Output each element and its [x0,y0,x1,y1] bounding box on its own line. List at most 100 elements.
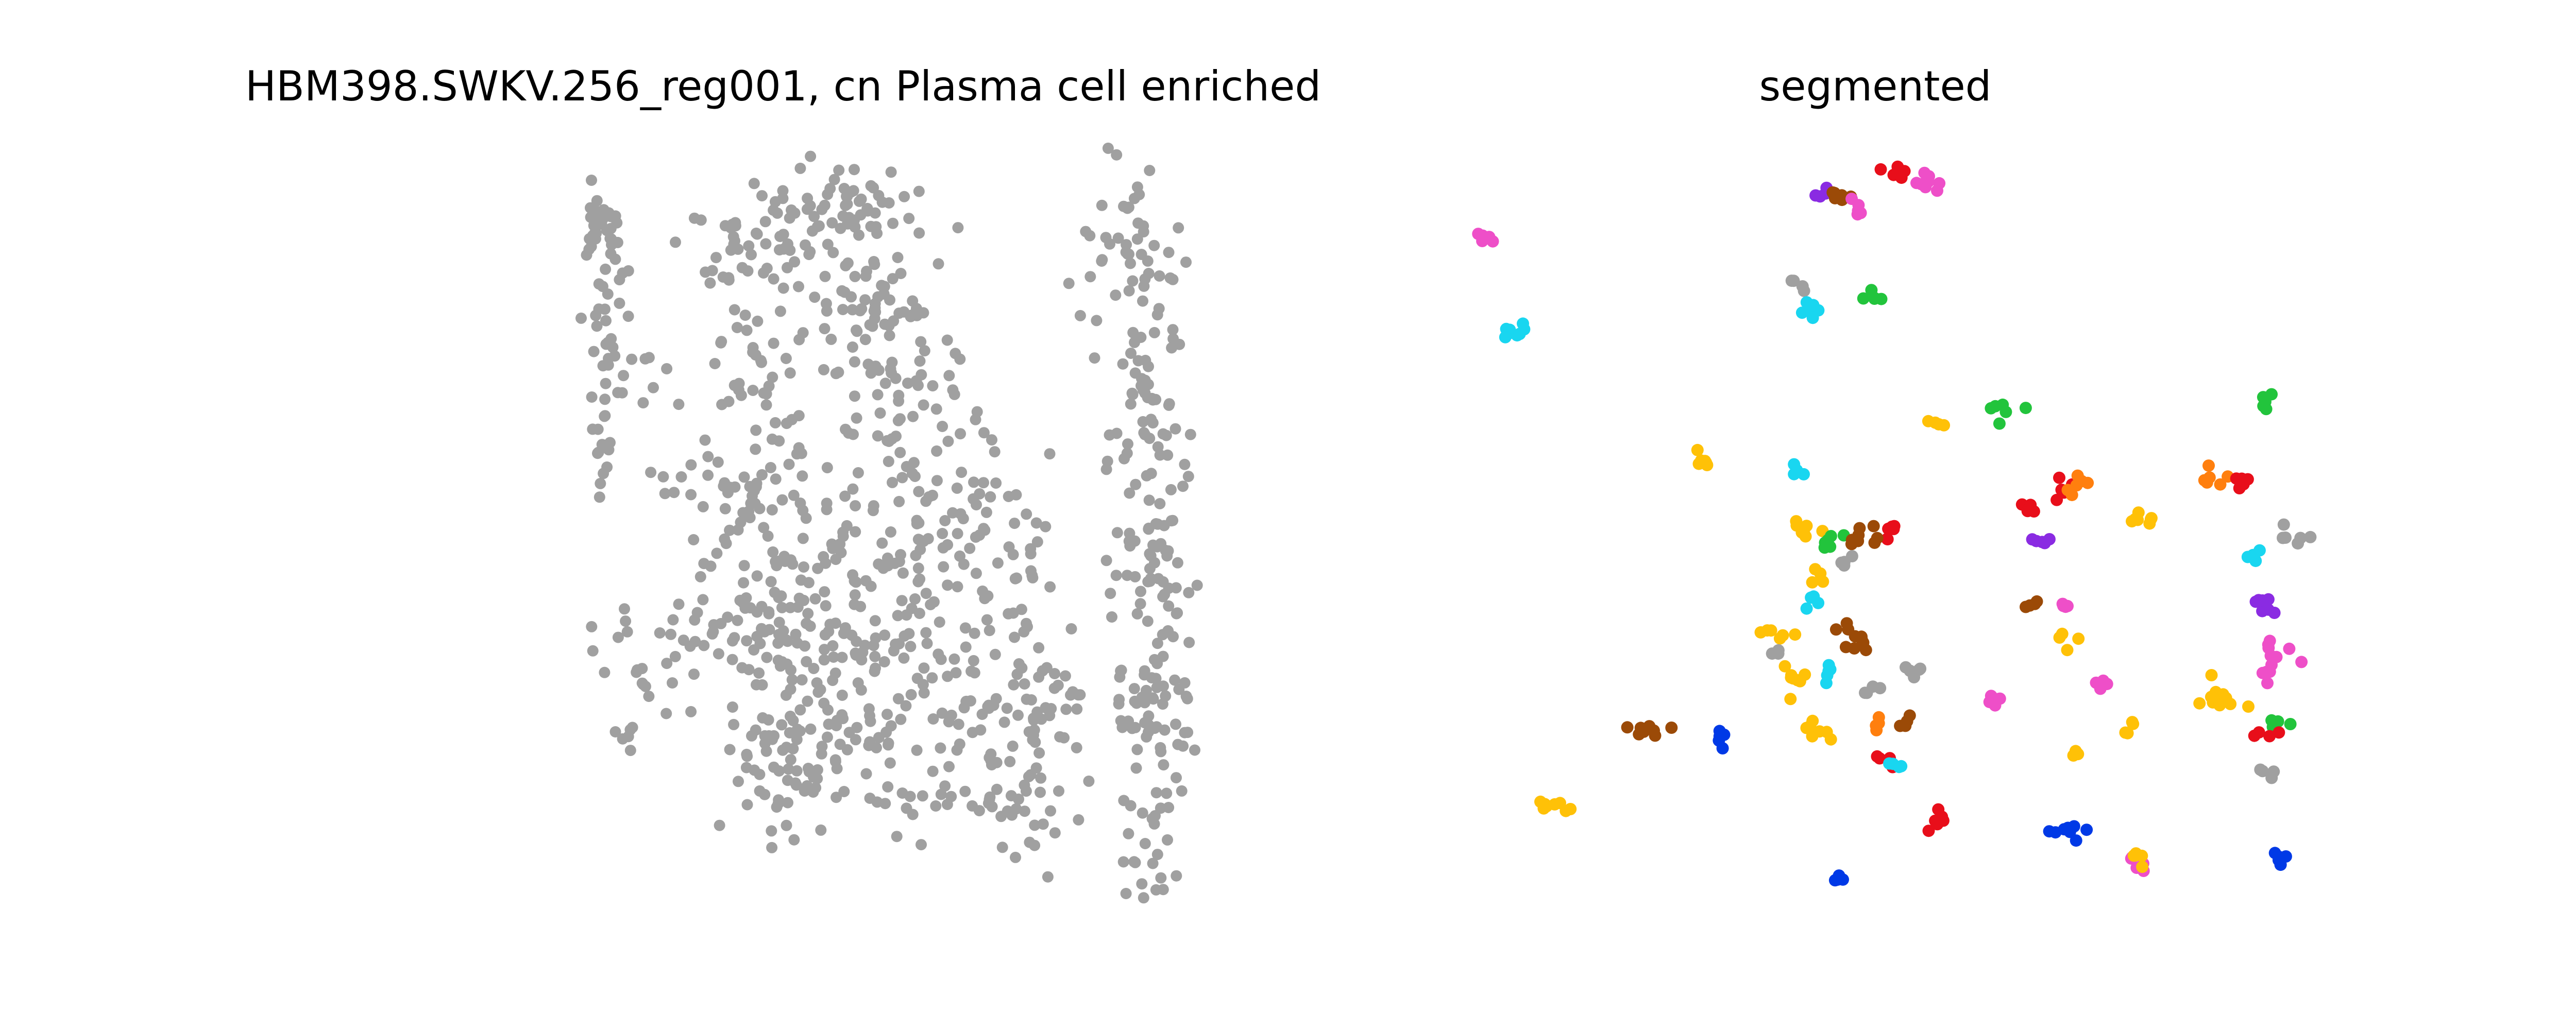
scatter-point [909,471,921,482]
scatter-point [974,488,986,500]
scatter-point [819,270,831,282]
scatter-point [1936,810,1948,823]
scatter-point [1154,498,1166,509]
scatter-point [1984,695,1996,708]
scatter-point [998,716,1010,728]
scatter-point [893,395,905,407]
scatter-point [670,236,681,248]
scatter-point [706,265,718,277]
scatter-point [985,748,997,760]
scatter-point [575,312,587,324]
scatter-point [839,622,851,634]
scatter-point [706,628,718,640]
scatter-point [1835,556,1848,569]
scatter-point [2260,403,2273,416]
scatter-point [711,547,723,559]
scatter-point [942,435,954,447]
scatter-point [822,238,834,250]
scatter-point [1151,309,1163,321]
scatter-point [1154,270,1165,282]
scatter-point [1042,871,1054,883]
scatter-point [821,462,833,474]
scatter-point [926,672,938,684]
scatter-point [801,656,812,667]
scatter-point [592,448,603,459]
scatter-point [936,707,948,719]
scatter-point [811,677,823,689]
scatter-point [784,367,796,379]
scatter-point [935,654,947,665]
scatter-point [1135,332,1147,343]
scatter-point [892,693,904,705]
scatter-point [1019,805,1030,817]
scatter-point [1162,449,1174,461]
scatter-point [794,162,806,174]
scatter-point [1182,727,1194,739]
scatter-point [1035,786,1046,798]
scatter-point [1054,731,1066,743]
scatter-point [906,603,918,614]
scatter-point [702,451,714,462]
scatter-point [1027,572,1039,583]
scatter-point [1159,724,1171,736]
scatter-point [2070,479,2083,492]
scatter-point [863,703,875,715]
scatter-point [2126,515,2138,528]
scatter-point [1172,739,1184,750]
scatter-point [1806,312,1819,324]
scatter-point [791,637,803,649]
scatter-point [1131,181,1143,193]
scatter-point [776,602,788,613]
scatter-point [1007,607,1019,619]
scatter-point [1020,785,1032,797]
scatter-point [732,614,743,626]
scatter-point [789,256,801,268]
scatter-point [808,211,820,222]
scatter-point [689,636,701,647]
scatter-point [818,364,829,375]
scatter-point [907,410,919,422]
scatter-point [667,677,678,689]
scatter-point [780,353,792,364]
scatter-point [855,209,867,221]
scatter-point [739,310,751,321]
scatter-point [883,197,895,209]
scatter-point [2295,656,2308,668]
scatter-point [637,397,649,409]
scatter-point [1136,878,1148,890]
scatter-point [1139,838,1151,849]
scatter-point [860,768,872,780]
scatter-point [1845,193,1858,205]
scatter-point [841,520,853,531]
scatter-point [1151,849,1163,861]
scatter-point [896,787,908,799]
scatter-point [827,640,839,651]
scatter-point [848,185,859,197]
scatter-point [771,560,783,572]
scatter-point [1125,800,1137,812]
scatter-point [1144,433,1156,444]
scatter-point [968,476,979,488]
scatter-point [757,712,769,724]
scatter-point [1151,638,1163,649]
scatter-point [803,249,815,261]
scatter-point [1933,177,1946,190]
scatter-point [604,437,616,449]
scatter-point [892,252,904,263]
scatter-point [588,346,600,357]
scatter-point [759,788,771,800]
scatter-point [771,207,783,219]
scatter-point [619,603,630,615]
scatter-point [836,651,848,663]
scatter-point [1167,273,1179,285]
scatter-point [852,467,864,478]
scatter-point [2065,489,2078,502]
scatter-point [826,217,838,229]
scatter-point [728,718,740,730]
scatter-point [910,550,922,561]
scatter-point [1499,331,1512,344]
scatter-point [1112,232,1124,244]
scatter-point [1008,679,1020,691]
scatter-point [599,410,611,422]
scatter-point [805,150,817,162]
